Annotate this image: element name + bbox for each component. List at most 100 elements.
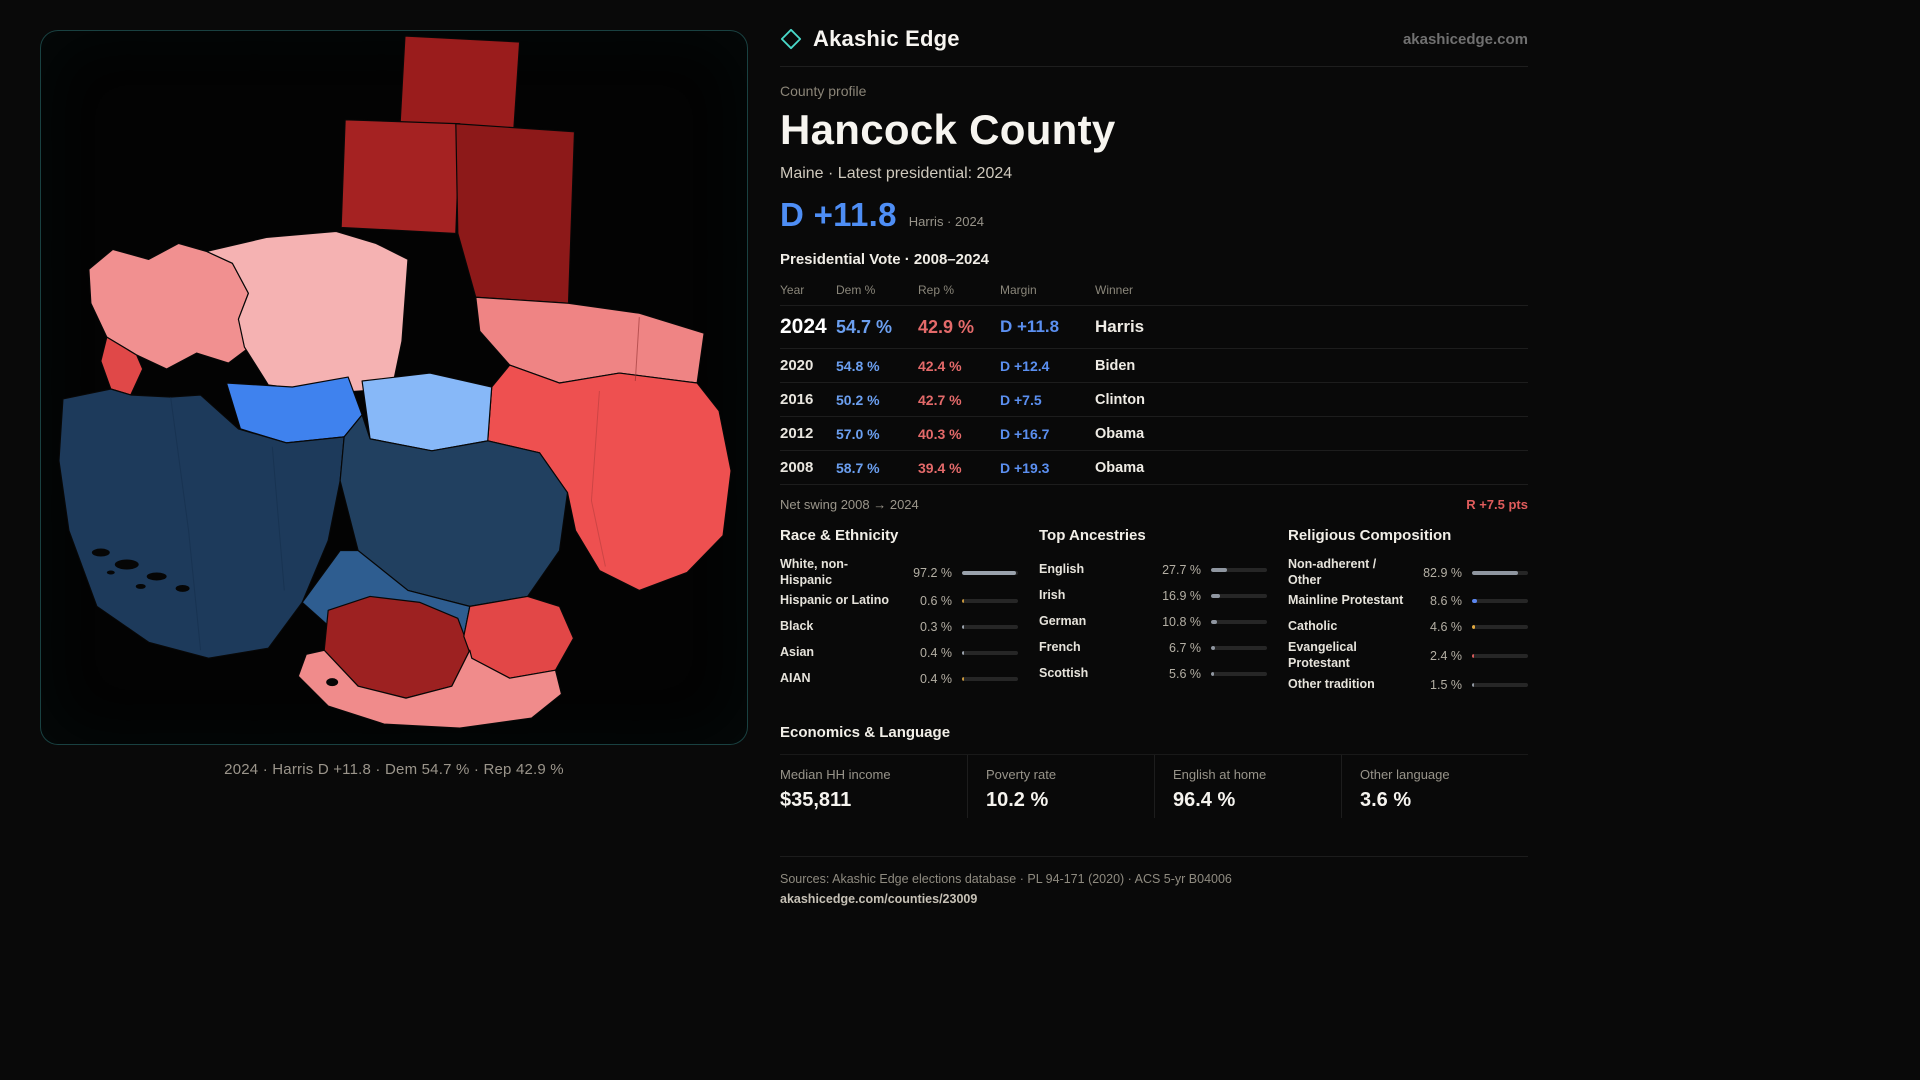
col-rep: Rep % [918,283,955,297]
demo-value: 2.4 % [1430,648,1462,663]
site-link[interactable]: akashicedge.com [1402,30,1528,48]
headline-note: Harris · 2024 [908,214,984,229]
stat-bar [962,625,1018,630]
stat-bar-fill [962,625,964,630]
stat-bar [962,599,1018,604]
demo-label: Catholic [1288,619,1338,634]
year-cell: 2008 [780,459,814,476]
demo-row: Non-adherent / Other 82.9 % [1288,557,1528,588]
demographics-grid: Race & Ethnicity White, non-Hispanic 97.… [780,527,1528,698]
stat-bar [1472,570,1528,575]
stat-bar-fill [1211,672,1215,676]
dem-cell: 54.7 % [836,316,893,337]
stat-bar-fill [962,651,964,656]
dem-cell: 50.2 % [836,391,880,408]
profile-subtitle: Maine · Latest presidential: 2024 [780,165,1013,182]
vote-table-title: Presidential Vote · 2008–2024 [780,251,990,268]
stat-other-language: Other language 3.6 % [1341,754,1528,818]
demo-value: 16.9 % [1162,589,1201,603]
winner-cell: Clinton [1095,391,1145,408]
net-swing-row: Net swing 2008 → 2024 R +7.5 pts [780,484,1528,512]
demo-value: 0.4 % [920,646,952,661]
stat-bar [1211,568,1267,572]
demo-label: Non-adherent / Other [1288,557,1377,587]
stat-median-hh-income: Median HH income $35,811 [780,755,967,818]
demo-value: 10.8 % [1162,615,1201,629]
year-cell: 2016 [780,391,814,408]
demo-label: White, non-Hispanic [780,557,849,587]
rep-cell: 39.4 % [918,459,962,476]
map-caption: 2024 · Harris D +11.8 · Dem 54.7 % · Rep… [224,761,564,778]
demo-value: 97.2 % [913,565,952,580]
stat-bar [1472,682,1528,687]
map-section: 2024 · Harris D +11.8 · Dem 54.7 % · Rep… [40,30,748,778]
demo-value: 0.6 % [920,594,952,609]
stat-bar [1472,625,1528,630]
stat-bar-fill [1472,625,1475,630]
stat-bar-fill [1211,646,1215,650]
stat-value: 96.4 % [1173,788,1236,811]
dem-cell: 57.0 % [836,425,880,442]
stat-bar-fill [1472,682,1474,687]
footer: Sources: Akashic Edge elections database… [780,855,1528,908]
demo-label: Evangelical Protestant [1288,640,1357,670]
stat-bar [1211,672,1267,676]
year-cell: 2024 [780,315,827,338]
demo-value: 8.6 % [1430,594,1462,609]
headline-margin-row: D +11.8 Harris · 2024 [780,196,1528,234]
col-dem: Dem % [836,283,876,297]
top-ancestries-title: Top Ancestries [1039,527,1146,544]
vote-row-2020: 2020 54.8 % 42.4 % D +12.4 Biden [780,348,1528,382]
demo-row: Evangelical Protestant 2.4 % [1288,640,1528,671]
year-cell: 2012 [780,425,814,442]
stat-bar [962,651,1018,656]
demo-label: English [1039,562,1085,577]
rep-cell: 40.3 % [918,425,962,442]
demo-row: Black 0.3 % [780,614,1018,640]
margin-cell: D +16.7 [1000,425,1050,442]
demo-row: Irish 16.9 % [1039,583,1267,609]
demo-label: Irish [1039,588,1066,603]
demo-label: French [1039,640,1081,655]
stat-poverty-rate: Poverty rate 10.2 % [967,754,1154,818]
headline-margin: D +11.8 [780,196,897,233]
island-specks [91,548,339,687]
presidential-vote-table: Year Dem % Rep % Margin Winner 2024 54.7… [780,277,1528,512]
demo-row: English 27.7 % [1039,557,1267,583]
demo-label: Hispanic or Latino [780,593,890,608]
vote-table-header: Year Dem % Rep % Margin Winner [780,277,1528,305]
stat-bar-fill [1211,568,1227,572]
brand-logo[interactable]: Akashic Edge [780,26,960,52]
religious-composition-section: Religious Composition Non-adherent / Oth… [1288,527,1528,698]
stat-bar-fill [1472,653,1474,658]
rep-cell: 42.7 % [918,391,962,408]
town-boundary-lines [170,317,640,651]
stat-bar-fill [1211,594,1221,598]
demo-label: Asian [780,645,815,660]
stat-label: Median HH income [780,766,891,782]
demo-label: Other tradition [1288,676,1375,691]
demo-label: Scottish [1039,666,1089,681]
margin-cell: D +12.4 [1000,357,1050,374]
stat-label: Poverty rate [986,766,1057,782]
demo-value: 82.9 % [1423,565,1462,580]
demo-value: 5.6 % [1169,667,1201,681]
race-ethnicity-section: Race & Ethnicity White, non-Hispanic 97.… [780,527,1018,698]
profile-kicker: County profile [780,83,867,99]
stat-bar [1472,599,1528,604]
demo-value: 4.6 % [1430,620,1462,635]
demo-row: AIAN 0.4 % [780,666,1018,692]
permalink[interactable]: akashicedge.com/counties/23009 [780,891,978,906]
county-choropleth-map[interactable] [41,31,747,744]
col-year: Year [780,283,805,297]
county-profile-panel: Akashic Edge akashicedge.com County prof… [780,0,1528,908]
sources-line: Sources: Akashic Edge elections database… [780,871,1232,886]
winner-cell: Harris [1095,317,1145,336]
vote-row-2012: 2012 57.0 % 40.3 % D +16.7 Obama [780,416,1528,450]
stat-bar [1472,653,1528,658]
dem-cell: 54.8 % [836,357,880,374]
rep-cell: 42.9 % [918,316,975,337]
demo-row: Other tradition 1.5 % [1288,672,1528,698]
demo-row: White, non-Hispanic 97.2 % [780,557,1018,588]
vote-row-2016: 2016 50.2 % 42.7 % D +7.5 Clinton [780,382,1528,416]
